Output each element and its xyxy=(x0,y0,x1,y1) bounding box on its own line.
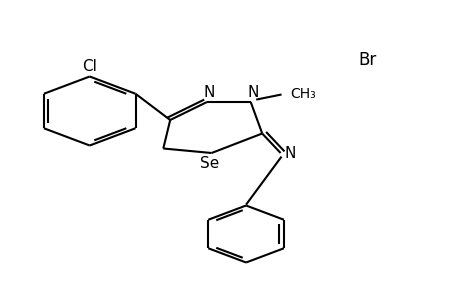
Text: CH₃: CH₃ xyxy=(290,88,316,101)
Text: Br: Br xyxy=(358,51,376,69)
Text: Se: Se xyxy=(199,156,218,171)
Text: N: N xyxy=(284,146,295,161)
Text: N: N xyxy=(203,85,214,100)
Text: Cl: Cl xyxy=(82,59,97,74)
Text: N: N xyxy=(247,85,258,100)
